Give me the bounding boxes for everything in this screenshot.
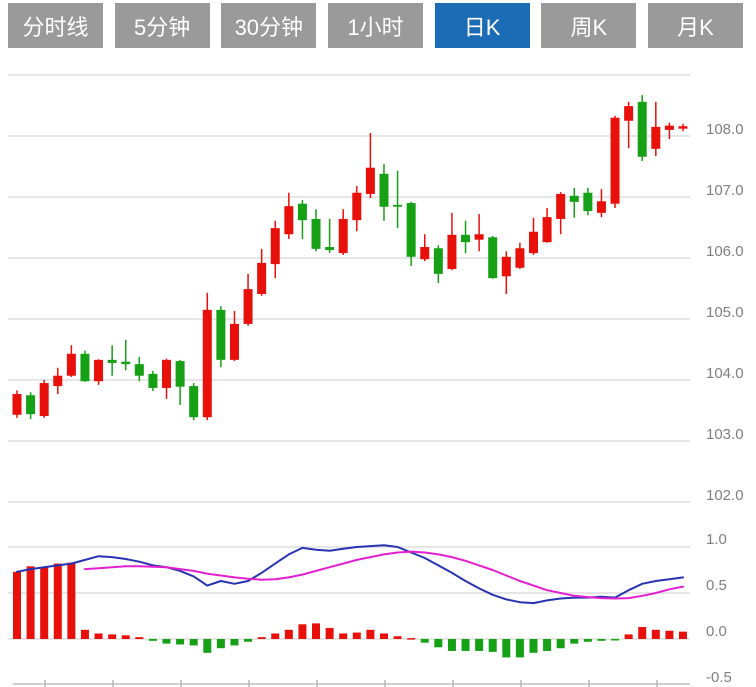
macd-histogram [13,562,687,658]
tab-weekly-k[interactable]: 周K [541,3,637,48]
tab-1hour[interactable]: 1小时 [327,3,423,48]
svg-text:106.0: 106.0 [706,243,744,260]
timeframe-toolbar: 分时线 5分钟 30分钟 1小时 日K 周K 月K [8,3,743,48]
svg-text:-0.5: -0.5 [706,669,732,686]
svg-text:105.0: 105.0 [706,304,744,321]
candles-layer [12,95,688,421]
svg-text:102.0: 102.0 [706,487,744,504]
svg-text:107.0: 107.0 [706,182,744,199]
svg-text:108.0: 108.0 [706,121,744,138]
tab-5min[interactable]: 5分钟 [114,3,210,48]
svg-text:0.0: 0.0 [706,623,727,640]
tab-monthly-k[interactable]: 月K [647,3,743,48]
svg-text:104.0: 104.0 [706,365,744,382]
tab-30min[interactable]: 30分钟 [221,3,317,48]
price-axis-labels: 108.0 107.0 106.0 105.0 104.0 103.0 102.0 [706,121,744,504]
price-gridlines [8,74,690,503]
svg-text:0.5: 0.5 [706,577,727,594]
tab-daily-k[interactable]: 日K [434,3,530,48]
dif-line [16,544,684,605]
macd-axis-labels: 1.0 0.5 0.0 -0.5 [706,531,732,686]
svg-text:1.0: 1.0 [706,531,727,548]
tab-minute-line[interactable]: 分时线 [8,3,103,48]
svg-text:103.0: 103.0 [706,426,744,443]
dea-line [84,550,684,600]
macd-gridlines [8,546,690,640]
x-axis [13,680,690,687]
